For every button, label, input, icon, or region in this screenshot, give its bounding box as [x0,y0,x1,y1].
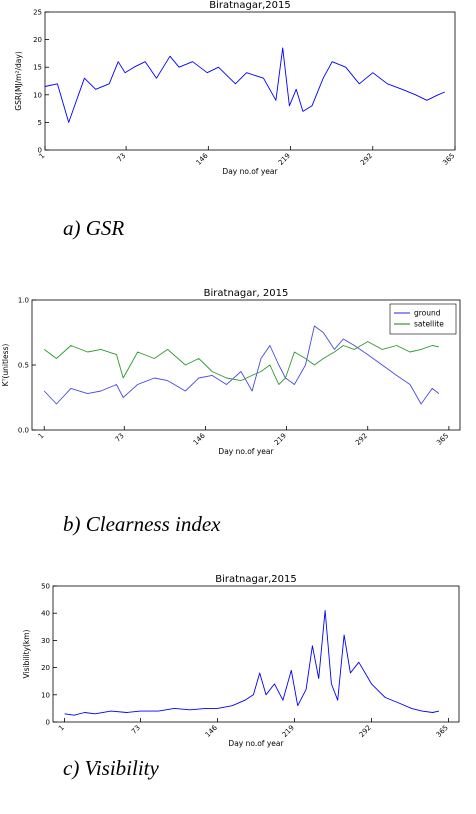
gsr-chart: Biratnagar,2015 0 5 10 15 20 25 1 73 146 219 292 365… [14,0,456,176]
y-tick-label: 10 [41,691,50,699]
x-tick-label: 73 [114,432,126,444]
y-tick-label: 1.0 [18,297,29,305]
caption-clearness-index: b) Clearness index [63,512,221,536]
legend-label-ground: ground [414,309,441,318]
y-tick-label: 5 [38,119,42,127]
y-tick-label: 20 [41,664,50,672]
caption-visibility: c) Visibility [63,756,159,780]
visibility-chart: Biratnagar,2015 0 10 20 30 40 50 1 73 146 219 292 36… [22,574,460,748]
chart-title: Biratnagar,2015 [215,574,296,585]
x-tick-label: 219 [277,152,292,167]
x-tick-label: 365 [435,724,450,739]
x-axis-label: Day no.of year [228,739,284,748]
x-tick-label: 292 [358,724,373,739]
x-tick-label: 146 [192,431,207,446]
x-tick-label: 146 [195,151,210,166]
x-tick-label: 146 [204,723,219,738]
series-line-series-0 [64,610,440,716]
y-tick-label: 25 [33,9,42,17]
y-tick-label: 0.5 [18,362,29,370]
x-tick-label: 365 [435,432,450,447]
chart-title: Biratnagar, 2015 [204,288,289,299]
y-tick-label: 30 [41,637,50,645]
plot-frame [44,11,456,151]
y-tick-label: 0.0 [18,427,29,435]
caption-gsr: a) GSR [63,216,125,240]
series-line-satellite [43,341,439,385]
y-axis-label: Kᵀ(unitless) [1,344,10,387]
chart-title: Biratnagar,2015 [209,0,290,11]
x-axis-label: Day no.of year [218,447,274,456]
x-tick-label: 219 [273,432,288,447]
x-axis-label: Day no.of year [222,167,278,176]
y-tick-label: 15 [33,64,42,72]
y-tick-label: 10 [33,91,42,99]
legend-label-satellite: satellite [414,320,444,329]
x-tick-label: 219 [281,724,296,739]
x-tick-label: 1 [57,724,66,733]
x-tick-label: 1 [38,152,47,161]
x-tick-label: 73 [130,724,142,736]
x-tick-label: 292 [359,152,374,167]
y-axis-label: Visibility(km) [22,629,31,678]
plot-frame [52,585,460,723]
clearness-index-chart: Biratnagar, 2015 0.0 0.5 1.0 1 73 146 219 292 365… [1,288,461,456]
y-tick-label: 40 [41,610,50,618]
series-line-series-0 [44,47,446,123]
y-tick-label: 50 [41,583,50,591]
x-tick-label: 73 [116,152,128,164]
y-tick-label: 20 [33,36,42,44]
x-tick-label: 365 [441,152,456,167]
x-tick-label: 1 [37,432,46,441]
series-line-ground [43,325,440,405]
x-tick-label: 292 [354,432,369,447]
y-axis-label: GSR(MJ/m²/day) [14,51,23,111]
y-tick-label: 0 [38,147,42,155]
legend [389,303,457,335]
y-tick-label: 0 [46,719,50,727]
